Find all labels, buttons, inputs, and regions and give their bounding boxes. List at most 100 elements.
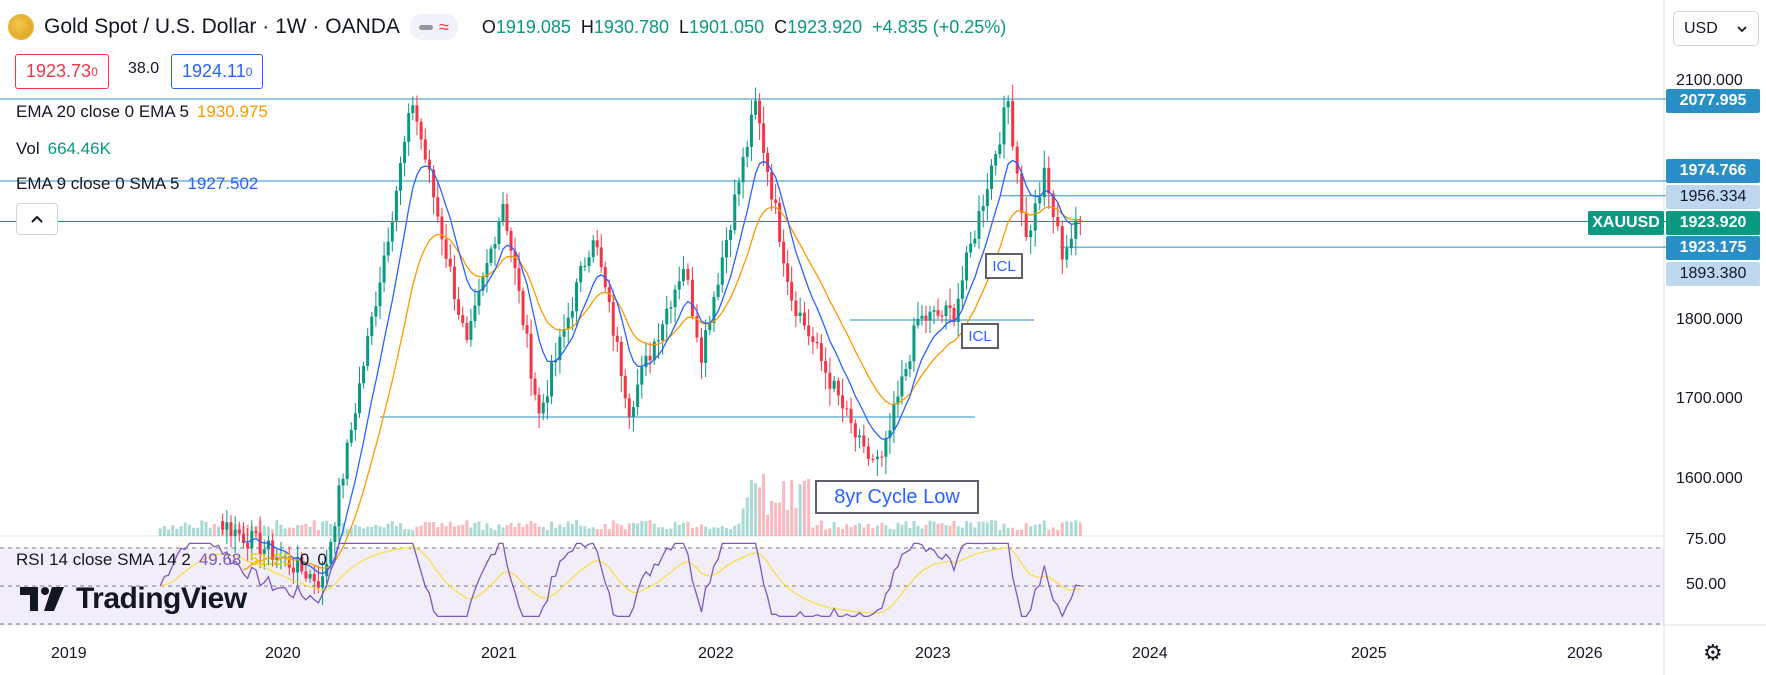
volume-bar: [513, 526, 517, 536]
candle-body: [712, 297, 716, 324]
candle-body: [619, 341, 623, 376]
candle-body: [681, 268, 685, 282]
tradingview-logo: TradingView: [20, 582, 247, 616]
volume-bar: [485, 523, 489, 536]
candle-body: [948, 305, 952, 308]
rsi-value: 49.68: [198, 550, 242, 569]
candle-body: [432, 169, 436, 198]
candle-body: [924, 315, 928, 321]
price-label-level3[interactable]: 1956.334: [1666, 185, 1760, 209]
volume-bar: [423, 522, 427, 536]
candle-body: [316, 581, 320, 588]
x-tick: 2025: [1351, 645, 1387, 662]
volume-bar: [908, 528, 912, 536]
price-label-level5[interactable]: 1893.380: [1666, 262, 1760, 286]
candle-body: [509, 230, 513, 251]
collapse-legend-button[interactable]: [16, 203, 58, 235]
candle-body: [754, 100, 758, 115]
ema9-line: [243, 159, 1081, 575]
candle-body: [595, 240, 599, 248]
candle-body: [325, 563, 329, 577]
candle-body: [884, 437, 888, 457]
icl-upper-annotation[interactable]: ICL: [985, 253, 1023, 279]
volume-bar: [386, 523, 390, 536]
candle-body: [737, 182, 741, 195]
candle-body: [908, 361, 912, 370]
candle-body: [258, 532, 262, 555]
candle-body: [952, 307, 956, 323]
candle-body: [398, 162, 402, 191]
volume-bar: [473, 522, 477, 536]
volume-bar: [644, 521, 648, 536]
candle-body: [337, 485, 341, 527]
volume-bar: [754, 483, 758, 536]
currency-select[interactable]: USD: [1673, 11, 1759, 46]
candle-body: [936, 310, 940, 316]
volume-bar: [1056, 529, 1060, 536]
chevron-up-icon: [31, 215, 43, 223]
candle-body: [900, 376, 904, 397]
volume-bar: [912, 520, 916, 536]
market-status-pill[interactable]: ≈: [409, 14, 458, 40]
candle-body: [521, 290, 525, 326]
candle-body: [513, 250, 517, 269]
price-label-level4[interactable]: 1923.175: [1666, 236, 1760, 260]
candle-body: [349, 429, 353, 443]
volume-bar: [537, 526, 541, 536]
volume-bar: [287, 527, 291, 536]
candle-body: [866, 446, 870, 460]
change-value: +4.835 (+0.25%): [872, 16, 1007, 37]
rsi-legend[interactable]: RSI 14 close SMA 14 2 49.68 51.23 0 0: [16, 550, 327, 570]
volume-bar: [652, 523, 656, 536]
symbol-title[interactable]: Gold Spot / U.S. Dollar · 1W · OANDA: [44, 15, 400, 38]
candle-body: [345, 442, 349, 479]
volume-bar: [636, 523, 640, 536]
candle-body: [583, 265, 587, 267]
volume-bar: [1011, 527, 1015, 536]
sell-button[interactable]: 1923.73 0: [15, 54, 109, 89]
volume-bar: [570, 524, 574, 536]
icl-lower-annotation[interactable]: ICL: [961, 323, 999, 349]
volume-bar: [790, 480, 794, 536]
candle-body: [770, 172, 774, 200]
volume-bar: [329, 523, 333, 536]
volume-bar: [786, 509, 790, 536]
candle-body: [386, 241, 390, 256]
candle-body: [419, 121, 423, 140]
price-label-level2[interactable]: 1974.766: [1666, 159, 1760, 183]
candle-body: [481, 276, 485, 291]
volume-bar: [900, 524, 904, 536]
volume-bar: [345, 528, 349, 536]
candle-body: [444, 239, 448, 259]
volume-bar: [924, 524, 928, 536]
cycle-low-annotation[interactable]: 8yr Cycle Low: [815, 480, 979, 514]
candle-body: [1002, 107, 1006, 145]
volume-bar: [673, 521, 677, 536]
volume-bar: [871, 527, 875, 536]
ema9-legend[interactable]: EMA 9 close 0 SMA 5 1927.502: [16, 174, 258, 194]
settings-gear-icon[interactable]: ⚙: [1703, 640, 1723, 665]
volume-bar: [778, 502, 782, 536]
volume-bar: [708, 528, 712, 536]
price-label-level1[interactable]: 2077.995: [1666, 89, 1760, 113]
candle-body: [390, 220, 394, 242]
tradingview-logo-icon: [20, 587, 64, 611]
volume-legend[interactable]: Vol 664.46K: [16, 139, 111, 159]
candle-body: [415, 105, 419, 122]
volume-bar: [357, 526, 361, 536]
volume-bar: [212, 524, 216, 536]
volume-bar: [187, 524, 191, 536]
candle-body: [745, 146, 749, 157]
ema20-legend[interactable]: EMA 20 close 0 EMA 5 1930.975: [16, 102, 268, 122]
volume-bar: [677, 524, 681, 536]
candle-body: [871, 459, 875, 461]
volume-bar: [1015, 529, 1019, 536]
candle-body: [579, 265, 583, 283]
candle-body: [1065, 248, 1069, 260]
ema9-value: 1927.502: [187, 174, 259, 193]
volume-bar: [782, 481, 786, 536]
last-price-label[interactable]: 1923.920: [1666, 211, 1760, 235]
volume-bar: [1069, 521, 1073, 536]
buy-button[interactable]: 1924.11 0: [171, 54, 264, 89]
